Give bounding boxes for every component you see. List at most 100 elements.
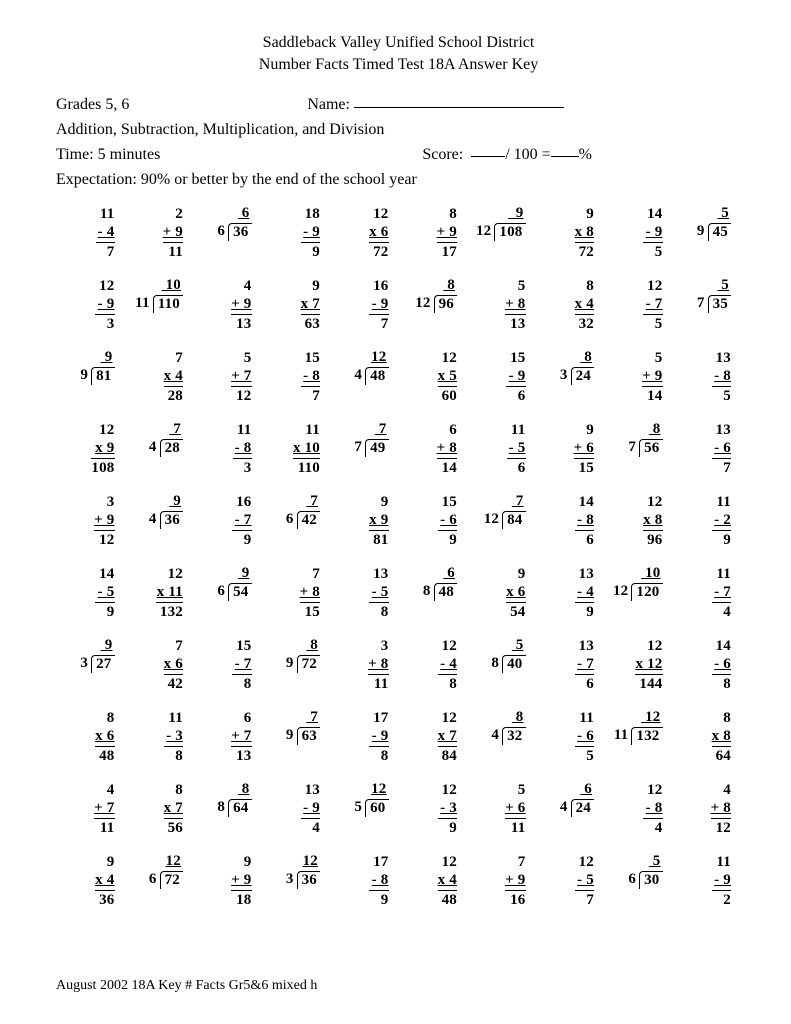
grid-cell: 13- 9 4 bbox=[262, 780, 331, 852]
problem-grid: 11- 4 7 2+ 9 11 6636 18- 9 9 12x 6 72 8+… bbox=[56, 204, 741, 924]
long-division: 12336 bbox=[286, 854, 320, 889]
grid-cell: 11- 3 8 bbox=[125, 708, 194, 780]
long-division: 5735 bbox=[697, 278, 731, 313]
math-problem: 11- 8 3 bbox=[233, 422, 252, 477]
grid-cell: 8x 6 48 bbox=[56, 708, 125, 780]
math-problem: 12- 3 9 bbox=[438, 782, 457, 837]
math-problem: 12x 11 132 bbox=[156, 566, 183, 621]
long-division: 12448 bbox=[354, 350, 388, 385]
grid-cell: 81296 bbox=[399, 276, 468, 348]
grid-cell: 5+ 9 14 bbox=[604, 348, 673, 420]
grid-cell: 9981 bbox=[56, 348, 125, 420]
grid-cell: 7963 bbox=[262, 708, 331, 780]
header-line2: Number Facts Timed Test 18A Answer Key bbox=[56, 54, 741, 76]
long-division: 6424 bbox=[560, 782, 594, 817]
grid-cell: 71284 bbox=[467, 492, 536, 564]
grid-cell: 9+ 6 15 bbox=[536, 420, 605, 492]
grades-label: Grades 5, 6 bbox=[56, 93, 129, 118]
grid-cell: 9x 6 54 bbox=[467, 564, 536, 636]
math-problem: 9x 8 72 bbox=[575, 206, 594, 261]
long-division: 5630 bbox=[628, 854, 662, 889]
math-problem: 5+ 8 13 bbox=[505, 278, 525, 333]
math-problem: 3+ 9 12 bbox=[94, 494, 114, 549]
math-problem: 12x 12 144 bbox=[635, 638, 662, 693]
math-problem: 12- 9 3 bbox=[95, 278, 114, 333]
grid-cell: 7642 bbox=[262, 492, 331, 564]
grid-cell: 17- 8 9 bbox=[330, 852, 399, 924]
grid-cell: 16- 9 7 bbox=[330, 276, 399, 348]
grid-cell: 6424 bbox=[536, 780, 605, 852]
math-problem: 4+ 9 13 bbox=[231, 278, 251, 333]
grid-cell: 5+ 7 12 bbox=[193, 348, 262, 420]
grid-cell: 11- 8 3 bbox=[193, 420, 262, 492]
score-blank-num[interactable] bbox=[471, 143, 505, 157]
grid-cell: 15- 9 6 bbox=[467, 348, 536, 420]
math-problem: 12x 4 48 bbox=[438, 854, 457, 909]
grid-cell: 9654 bbox=[193, 564, 262, 636]
long-division: 9654 bbox=[217, 566, 251, 601]
grid-cell: 12x 8 96 bbox=[604, 492, 673, 564]
grid-cell: 8972 bbox=[262, 636, 331, 708]
grid-cell: 12x 7 84 bbox=[399, 708, 468, 780]
grid-cell: 9x 9 81 bbox=[330, 492, 399, 564]
grid-cell: 7749 bbox=[330, 420, 399, 492]
math-problem: 11- 4 7 bbox=[96, 206, 115, 261]
long-division: 12672 bbox=[149, 854, 183, 889]
long-division: 71284 bbox=[484, 494, 526, 529]
grid-cell: 9327 bbox=[56, 636, 125, 708]
score-blank-pct[interactable] bbox=[551, 143, 579, 157]
math-problem: 9x 4 36 bbox=[95, 854, 114, 909]
long-division: 8324 bbox=[560, 350, 594, 385]
grid-cell: 1011110 bbox=[125, 276, 194, 348]
math-problem: 14- 5 9 bbox=[95, 566, 114, 621]
grid-cell: 12x 5 60 bbox=[399, 348, 468, 420]
grid-cell: 15- 6 9 bbox=[399, 492, 468, 564]
grid-cell: 11- 4 7 bbox=[56, 204, 125, 276]
math-problem: 15- 7 8 bbox=[232, 638, 251, 693]
grid-cell: 8756 bbox=[604, 420, 673, 492]
grid-cell: 8x 8 64 bbox=[673, 708, 742, 780]
math-problem: 12x 6 72 bbox=[369, 206, 388, 261]
math-problem: 9x 9 81 bbox=[369, 494, 388, 549]
math-problem: 6+ 8 14 bbox=[437, 422, 457, 477]
footer: August 2002 18A Key # Facts Gr5&6 mixed … bbox=[56, 978, 317, 994]
math-problem: 11x 10 110 bbox=[293, 422, 320, 477]
long-division: 5945 bbox=[697, 206, 731, 241]
long-division: 912108 bbox=[476, 206, 526, 241]
grid-cell: 13- 7 6 bbox=[536, 636, 605, 708]
grid-cell: 13- 4 9 bbox=[536, 564, 605, 636]
grid-cell: 12448 bbox=[330, 348, 399, 420]
math-problem: 16- 9 7 bbox=[369, 278, 388, 333]
grid-cell: 12336 bbox=[262, 852, 331, 924]
grid-cell: 12- 3 9 bbox=[399, 780, 468, 852]
math-problem: 9x 7 63 bbox=[301, 278, 320, 333]
math-problem: 11- 6 5 bbox=[575, 710, 594, 765]
grid-cell: 14- 6 8 bbox=[673, 636, 742, 708]
grid-cell: 6848 bbox=[399, 564, 468, 636]
long-division: 8756 bbox=[628, 422, 662, 457]
math-problem: 3+ 8 11 bbox=[368, 638, 388, 693]
long-division: 7642 bbox=[286, 494, 320, 529]
grid-cell: 6636 bbox=[193, 204, 262, 276]
grid-cell: 12- 7 5 bbox=[604, 276, 673, 348]
long-division: 81296 bbox=[415, 278, 457, 313]
grid-cell: 8x 4 32 bbox=[536, 276, 605, 348]
grid-cell: 12x 6 72 bbox=[330, 204, 399, 276]
long-division: 9327 bbox=[80, 638, 114, 673]
math-problem: 12- 8 4 bbox=[643, 782, 662, 837]
math-problem: 8x 6 48 bbox=[95, 710, 114, 765]
long-division: 5840 bbox=[491, 638, 525, 673]
name-blank[interactable] bbox=[354, 93, 564, 108]
math-problem: 13- 8 5 bbox=[712, 350, 731, 405]
math-problem: 7+ 8 15 bbox=[300, 566, 320, 621]
math-problem: 12x 7 84 bbox=[438, 710, 457, 765]
long-division: 8864 bbox=[217, 782, 251, 817]
grid-cell: 8432 bbox=[467, 708, 536, 780]
grid-cell: 6+ 7 13 bbox=[193, 708, 262, 780]
math-problem: 7x 6 42 bbox=[164, 638, 183, 693]
grid-cell: 5630 bbox=[604, 852, 673, 924]
grid-cell: 9x 8 72 bbox=[536, 204, 605, 276]
math-problem: 12x 8 96 bbox=[643, 494, 662, 549]
grid-cell: 14- 8 6 bbox=[536, 492, 605, 564]
grid-cell: 5840 bbox=[467, 636, 536, 708]
